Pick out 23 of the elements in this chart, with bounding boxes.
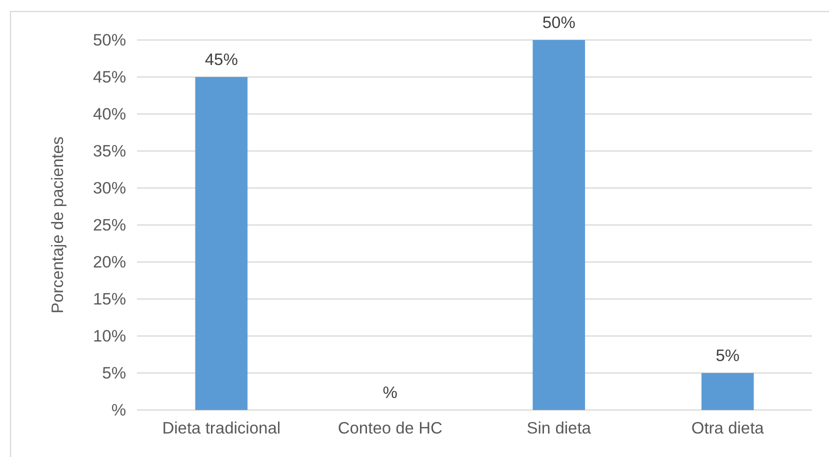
x-tick-label: Conteo de HC: [338, 420, 442, 438]
x-tick-label: Dieta tradicional: [162, 420, 281, 438]
y-tick-label: 45%: [92, 68, 126, 86]
data-label: 50%: [542, 14, 576, 32]
y-tick-label: %: [111, 401, 126, 420]
data-label: 45%: [204, 51, 238, 69]
y-axis-title: Porcentaje de pacientes: [49, 136, 67, 314]
y-tick-label: 30%: [92, 179, 126, 198]
y-tick-label: 10%: [92, 327, 126, 346]
y-tick-label: 40%: [92, 105, 126, 124]
bar: [195, 77, 248, 410]
data-label: 5%: [716, 347, 740, 365]
y-tick-label: 5%: [102, 364, 126, 382]
x-tick-label: Sin dieta: [526, 420, 592, 438]
y-tick-label: 50%: [92, 31, 126, 50]
bar: [701, 373, 754, 410]
y-tick-label: 25%: [92, 216, 126, 234]
x-tick-label: Otra dieta: [691, 420, 765, 438]
y-tick-label: 35%: [92, 142, 126, 160]
data-label: %: [382, 384, 398, 402]
y-tick-label: 20%: [92, 253, 126, 272]
y-tick-label: 15%: [92, 290, 126, 308]
bar: [532, 40, 586, 410]
